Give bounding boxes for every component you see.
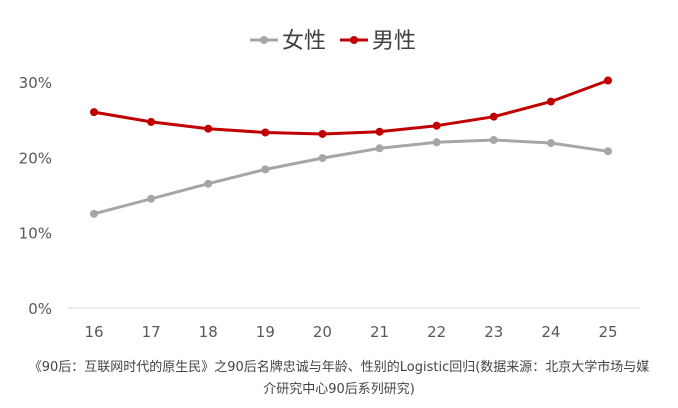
- data-point-male: [604, 76, 612, 85]
- data-point-female: [261, 165, 270, 174]
- data-point-female: [318, 154, 327, 163]
- data-point-male: [204, 124, 213, 133]
- legend-label-male: 男性: [372, 29, 416, 54]
- legend: 女性 男性: [250, 29, 416, 54]
- data-point-female: [604, 147, 612, 156]
- x-tick-label: 16: [84, 323, 103, 341]
- data-point-male: [318, 129, 327, 138]
- x-tick-label: 17: [142, 323, 161, 341]
- data-point-female: [147, 194, 156, 203]
- data-point-male: [147, 117, 156, 126]
- y-tick-label: 30%: [19, 74, 52, 92]
- data-point-female: [90, 209, 98, 218]
- series-line-male: [92, 79, 610, 136]
- data-point-male: [375, 127, 384, 136]
- x-tick-label: 21: [370, 323, 389, 341]
- data-point-male: [489, 112, 498, 121]
- x-tick-label: 22: [427, 323, 446, 341]
- figure-caption: 《90后：互联网时代的原生民》之90后名牌忠诚与年龄、性别的Logistic回归…: [0, 357, 678, 401]
- data-point-male: [432, 121, 441, 130]
- series-line-female: [92, 138, 610, 216]
- y-tick-label: 10%: [19, 225, 52, 243]
- x-tick-label: 24: [541, 323, 560, 341]
- legend-marker-male: [350, 36, 358, 44]
- y-axis: 0% 10% 20% 30%: [19, 74, 52, 318]
- data-point-female: [546, 139, 555, 148]
- data-point-male: [90, 108, 98, 117]
- x-axis: 16 17 18 19 20 21 22 23 24 25: [84, 323, 617, 341]
- y-tick-label: 20%: [19, 149, 52, 167]
- x-tick-label: 18: [199, 323, 218, 341]
- series-group: [90, 76, 612, 218]
- data-point-male: [261, 128, 270, 137]
- caption-line-2: 介研究中心90后系列研究): [263, 382, 415, 397]
- x-tick-label: 23: [484, 323, 503, 341]
- data-point-female: [432, 138, 441, 147]
- x-tick-label: 20: [313, 323, 332, 341]
- y-tick-label: 0%: [28, 300, 52, 318]
- line-chart: 女性 男性 0% 10% 20% 30% 16 17 18 19 20 21 22 23 24 25: [19, 29, 640, 341]
- x-tick-label: 25: [598, 323, 617, 341]
- data-point-male: [546, 97, 555, 106]
- legend-label-female: 女性: [282, 29, 326, 54]
- legend-marker-female: [260, 36, 268, 44]
- caption-line-1: 《90后：互联网时代的原生民》之90后名牌忠诚与年龄、性别的Logistic回归…: [28, 360, 650, 375]
- data-point-female: [489, 136, 498, 145]
- data-point-female: [204, 179, 213, 188]
- x-tick-label: 19: [256, 323, 275, 341]
- data-point-female: [375, 144, 384, 153]
